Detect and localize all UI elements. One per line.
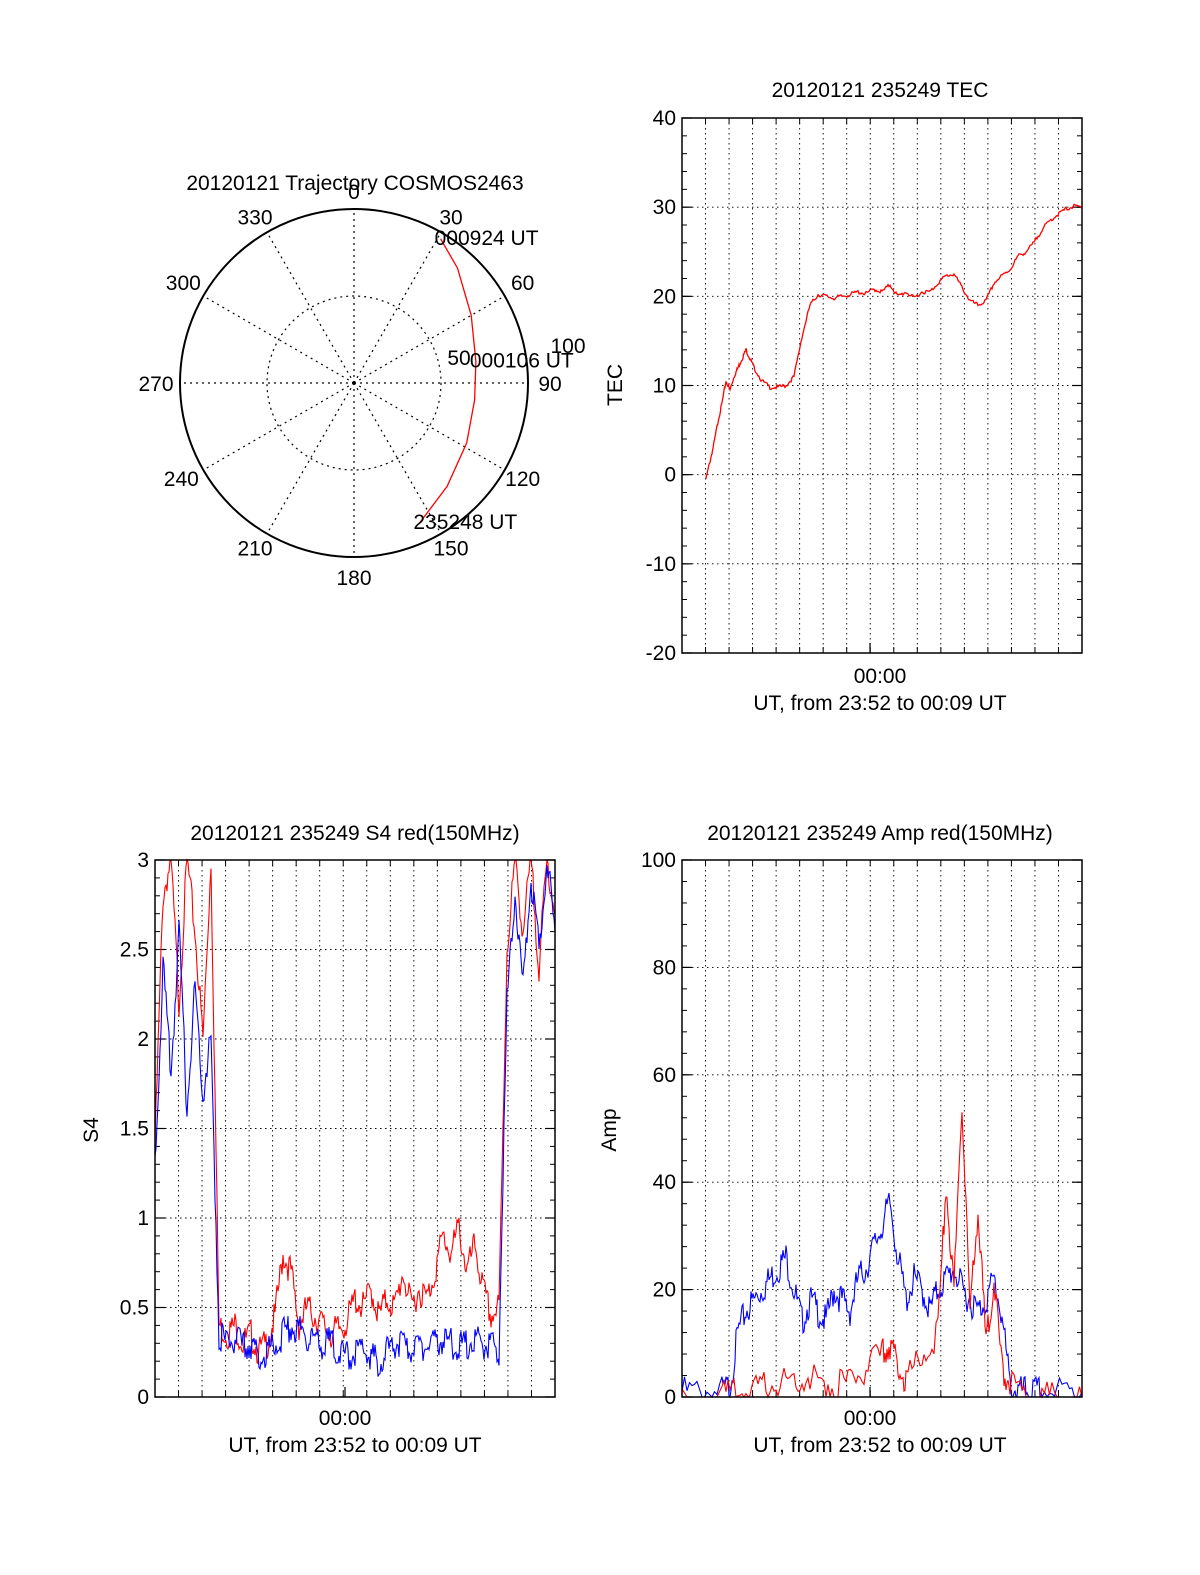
tec-y-tick-label: 20 [653, 285, 676, 308]
tec-y-tick-labels: -20 -10 0 10 20 30 40 [646, 107, 676, 665]
polar-spoke [353, 232, 442, 384]
amp-series-line [681, 1112, 1083, 1399]
polar-angle-label: 270 [138, 373, 173, 396]
polar-spoke [203, 382, 355, 471]
polar-spoke [266, 232, 355, 384]
amp-y-tick-label: 0 [664, 1386, 676, 1409]
polar-angle-label: 30 [439, 206, 462, 229]
tec-series [705, 203, 1083, 480]
polar-inner-circle [266, 295, 442, 471]
s4-x-tick-label: 00:00 [319, 1407, 372, 1430]
s4-y-tick-label: 1 [137, 1207, 149, 1230]
amp-y-tick-labels: 0 20 40 60 80 100 [641, 849, 676, 1409]
amp-frame [681, 859, 1083, 1398]
s4-series-line [154, 858, 556, 1365]
polar-grid [179, 208, 529, 558]
tec-y-tick-label: 10 [653, 375, 676, 398]
amp-grid [682, 859, 1082, 1398]
tec-series-line [705, 203, 1083, 480]
amp-title: 20120121 235249 Amp red(150MHz) [707, 822, 1053, 845]
polar-trajectory [418, 238, 477, 524]
tec-y-tick-label: 0 [664, 464, 676, 487]
s4-x-label: UT, from 23:52 to 00:09 UT [228, 1434, 481, 1457]
s4-frame [154, 859, 556, 1398]
amp-y-tick-label: 100 [641, 849, 676, 872]
amp-x-label: UT, from 23:52 to 00:09 UT [753, 1434, 1006, 1457]
amp-y-tick-label: 20 [653, 1279, 676, 1302]
polar-angle-label: 120 [505, 468, 540, 491]
s4-y-tick-labels: 0 0.5 1 1.5 2 2.5 3 [120, 849, 149, 1409]
polar-radial-labels: 50 100 [447, 335, 585, 370]
tec-title: 20120121 235249 TEC [772, 79, 989, 102]
s4-title: 20120121 235249 S4 red(150MHz) [190, 822, 519, 845]
tec-y-tick-label: -20 [646, 642, 676, 665]
amp-series-line [681, 1192, 1083, 1399]
polar-outer-circle [179, 208, 529, 558]
amp-y-tick-label: 40 [653, 1171, 676, 1194]
tec-y-tick-label: -10 [646, 553, 676, 576]
tec-y-tick-label: 40 [653, 107, 676, 130]
polar-time-annotation: 235248 UT [413, 511, 517, 534]
s4-y-tick-label: 1.5 [120, 1118, 149, 1141]
polar-time-annotation: 000924 UT [435, 227, 539, 250]
polar-angle-label: 60 [511, 272, 534, 295]
polar-angle-label: 180 [336, 567, 371, 590]
amp-y-label: Amp [598, 1108, 621, 1151]
polar-spoke [353, 382, 505, 471]
polar-spoke [353, 295, 505, 384]
tec-y-tick-label: 30 [653, 196, 676, 219]
s4-y-tick-label: 0 [137, 1386, 149, 1409]
amp-x-tick-label: 00:00 [844, 1407, 897, 1430]
polar-plot: 20120121 Trajectory COSMOS2463 0 30 60 90 12… [138, 172, 585, 590]
amp-plot: 20120121 235249 Amp red(150MHz) 0 20 40 60 8… [598, 822, 1083, 1457]
tec-y-label: TEC [604, 364, 627, 406]
tec-grid [682, 117, 1082, 654]
amp-series [681, 1112, 1083, 1399]
polar-radial-label: 100 [550, 335, 585, 358]
amp-y-tick-label: 60 [653, 1064, 676, 1087]
s4-y-tick-label: 2.5 [120, 939, 149, 962]
polar-angle-label: 240 [164, 468, 199, 491]
amp-y-tick-label: 80 [653, 956, 676, 979]
polar-spoke [203, 295, 355, 384]
polar-angle-label: 210 [237, 538, 272, 561]
polar-angle-labels: 0 30 60 90 120 150 180 210 240 270 300 330 [138, 181, 561, 590]
polar-spoke [266, 382, 355, 534]
s4-y-tick-label: 2 [137, 1028, 149, 1051]
s4-series [154, 858, 556, 1377]
s4-y-tick-label: 0.5 [120, 1297, 149, 1320]
tec-x-tick-label: 00:00 [854, 665, 907, 688]
polar-annotations: 235248 UT 000106 UT 000924 UT [413, 227, 574, 534]
polar-radial-label: 50 [447, 347, 470, 370]
s4-series-line [154, 865, 556, 1377]
polar-angle-label: 330 [237, 206, 272, 229]
s4-plot: 20120121 235249 S4 red(150MHz) 0 0.5 1 1.5 2… [80, 822, 556, 1457]
polar-time-annotation: 000106 UT [470, 350, 574, 373]
tec-plot: 20120121 235249 TEC -20 -10 0 10 20 30 40 00:0… [604, 79, 1083, 715]
s4-y-tick-label: 3 [137, 849, 149, 872]
s4-grid [155, 859, 555, 1398]
polar-angle-label: 300 [166, 272, 201, 295]
tec-frame [681, 117, 1083, 654]
polar-trajectory-line [418, 238, 477, 524]
polar-angle-label: 150 [433, 538, 468, 561]
polar-title: 20120121 Trajectory COSMOS2463 [186, 172, 523, 195]
tec-x-label: UT, from 23:52 to 00:09 UT [753, 692, 1006, 715]
polar-spoke [353, 382, 442, 534]
polar-angle-label: 90 [538, 373, 561, 396]
s4-y-label: S4 [80, 1117, 103, 1143]
polar-angle-label: 0 [348, 181, 360, 204]
